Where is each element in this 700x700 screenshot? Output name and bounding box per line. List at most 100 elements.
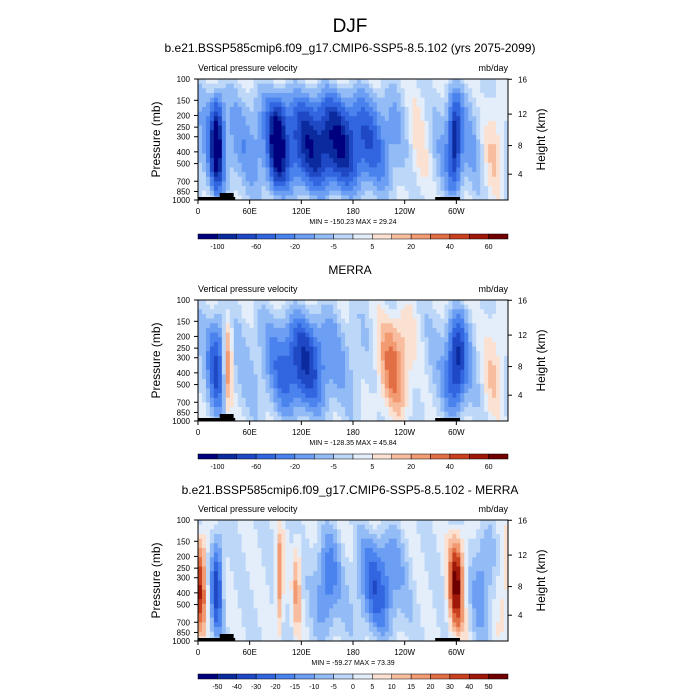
- field-cell: [209, 186, 215, 192]
- field-cell: [217, 309, 223, 315]
- field-cell: [333, 148, 338, 154]
- field-cell: [261, 323, 266, 329]
- field-cell: [384, 411, 390, 417]
- field-cell: [488, 106, 493, 112]
- field-cell: [249, 130, 255, 136]
- field-cell: [249, 557, 255, 563]
- field-cell: [241, 397, 247, 403]
- field-cell: [241, 148, 247, 154]
- field-cell: [205, 355, 211, 361]
- field-cell: [428, 313, 433, 320]
- field-cell: [472, 393, 477, 399]
- field-cell: [297, 134, 302, 140]
- field-cell: [273, 393, 278, 399]
- field-cell: [217, 575, 223, 581]
- field-cell: [198, 120, 203, 126]
- field-cell: [416, 369, 421, 375]
- field-cell: [285, 346, 290, 352]
- field-cell: [289, 190, 294, 196]
- field-cell: [364, 125, 370, 131]
- field-cell: [265, 195, 270, 201]
- field-cell: [253, 130, 259, 136]
- field-cell: [249, 631, 255, 637]
- field-cell: [472, 402, 477, 408]
- field-cell: [360, 186, 366, 192]
- field-cell: [440, 323, 445, 329]
- field-cell: [360, 407, 366, 413]
- field-cell: [313, 580, 318, 586]
- field-cell: [368, 88, 374, 94]
- field-cell: [277, 383, 282, 389]
- field-cell: [444, 167, 449, 173]
- field-cell: [372, 148, 378, 154]
- field-cell: [420, 144, 425, 150]
- field-cell: [273, 543, 278, 549]
- field-cell: [217, 360, 223, 366]
- field-cell: [229, 571, 235, 577]
- field-cell: [253, 176, 259, 182]
- field-cell: [452, 365, 457, 371]
- field-cell: [198, 153, 203, 159]
- field-cell: [392, 327, 398, 333]
- field-cell: [353, 158, 358, 164]
- field-cell: [424, 83, 429, 89]
- field-cell: [368, 411, 374, 417]
- field-cell: [424, 88, 429, 94]
- field-cell: [408, 323, 414, 329]
- field-cell: [349, 337, 354, 343]
- field-cell: [209, 393, 215, 399]
- field-cell: [356, 186, 362, 192]
- field-cell: [241, 300, 247, 306]
- field-cell: [225, 130, 231, 136]
- field-cell: [198, 139, 203, 145]
- field-cell: [436, 383, 441, 389]
- field-cell: [349, 190, 354, 196]
- field-cell: [309, 397, 314, 403]
- field-cell: [289, 360, 294, 366]
- field-cell: [376, 313, 382, 320]
- field-cell: [209, 589, 215, 595]
- field-cell: [380, 167, 386, 173]
- field-cell: [368, 83, 374, 89]
- field-cell: [496, 144, 501, 150]
- field-cell: [492, 318, 497, 324]
- field-cell: [273, 88, 278, 94]
- field-cell: [496, 388, 501, 394]
- field-cell: [412, 351, 417, 357]
- field-cell: [460, 411, 465, 417]
- field-cell: [213, 566, 219, 572]
- field-cell: [456, 341, 461, 347]
- field-cell: [333, 337, 338, 343]
- field-cell: [372, 379, 378, 385]
- field-cell: [337, 379, 342, 385]
- field-cell: [325, 346, 330, 352]
- field-cell: [436, 92, 441, 99]
- field-cell: [257, 397, 262, 403]
- field-cell: [368, 134, 374, 140]
- field-cell: [476, 111, 481, 117]
- field-cell: [416, 346, 421, 352]
- field-cell: [392, 309, 398, 315]
- field-cell: [289, 631, 294, 637]
- field-cell: [245, 337, 251, 343]
- field-cell: [384, 195, 390, 201]
- field-cell: [376, 416, 382, 422]
- field-cell: [209, 176, 215, 182]
- field-cell: [261, 552, 266, 558]
- field-cell: [313, 83, 318, 89]
- field-cell: [368, 102, 374, 108]
- field-cell: [201, 411, 207, 417]
- field-cell: [496, 153, 501, 159]
- field-cell: [289, 388, 294, 394]
- field-cell: [448, 148, 453, 154]
- field-cell: [257, 355, 262, 361]
- field-cell: [504, 125, 509, 131]
- field-cell: [269, 92, 274, 99]
- field-cell: [321, 397, 326, 403]
- field-cell: [368, 383, 374, 389]
- field-cell: [464, 125, 469, 131]
- field-cell: [245, 130, 251, 136]
- field-cell: [333, 181, 338, 187]
- field-cell: [404, 153, 410, 159]
- field-cell: [201, 369, 207, 375]
